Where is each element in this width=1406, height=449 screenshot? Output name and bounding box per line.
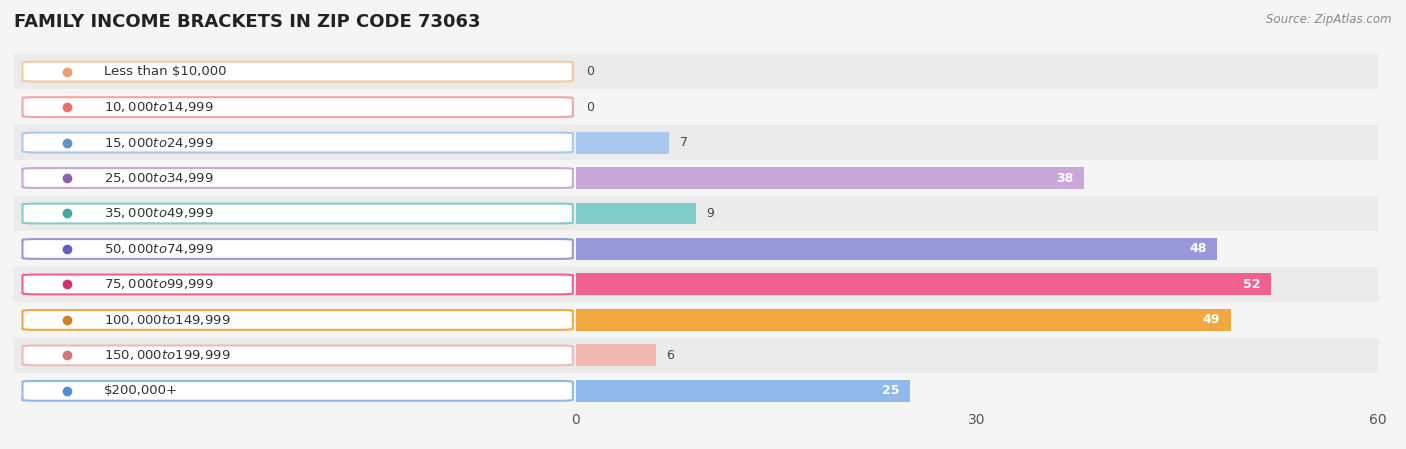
Text: 6: 6 [666, 349, 675, 362]
Bar [575, 344, 655, 366]
Text: 48: 48 [1189, 242, 1206, 255]
Text: Less than $10,000: Less than $10,000 [104, 65, 226, 78]
Bar [575, 338, 1378, 373]
Text: 49: 49 [1202, 313, 1220, 326]
FancyBboxPatch shape [22, 239, 572, 259]
Bar [575, 167, 1084, 189]
FancyBboxPatch shape [22, 274, 572, 295]
FancyBboxPatch shape [22, 132, 572, 153]
Text: Source: ZipAtlas.com: Source: ZipAtlas.com [1267, 13, 1392, 26]
Text: 0: 0 [586, 65, 595, 78]
Text: 38: 38 [1056, 172, 1073, 185]
Bar [14, 231, 575, 267]
Text: 25: 25 [882, 384, 900, 397]
Text: 52: 52 [1243, 278, 1260, 291]
Bar [575, 380, 910, 402]
Bar [575, 238, 1218, 260]
Bar [575, 231, 1378, 267]
Bar [14, 338, 575, 373]
Text: $25,000 to $34,999: $25,000 to $34,999 [104, 171, 214, 185]
Bar [575, 196, 1378, 231]
Bar [14, 302, 575, 338]
Text: 0: 0 [586, 101, 595, 114]
Bar [14, 160, 575, 196]
Text: $100,000 to $149,999: $100,000 to $149,999 [104, 313, 231, 327]
Text: $75,000 to $99,999: $75,000 to $99,999 [104, 277, 214, 291]
Bar [575, 125, 1378, 160]
Bar [575, 132, 669, 154]
FancyBboxPatch shape [22, 203, 572, 224]
FancyBboxPatch shape [22, 381, 572, 401]
Bar [575, 309, 1230, 331]
Bar [14, 196, 575, 231]
Text: $10,000 to $14,999: $10,000 to $14,999 [104, 100, 214, 114]
Bar [575, 202, 696, 224]
Text: $15,000 to $24,999: $15,000 to $24,999 [104, 136, 214, 150]
Bar [14, 373, 575, 409]
FancyBboxPatch shape [22, 310, 572, 330]
Bar [14, 54, 575, 89]
Text: $200,000+: $200,000+ [104, 384, 179, 397]
FancyBboxPatch shape [22, 62, 572, 82]
Bar [575, 267, 1378, 302]
FancyBboxPatch shape [22, 97, 572, 117]
Bar [575, 373, 1378, 409]
Text: FAMILY INCOME BRACKETS IN ZIP CODE 73063: FAMILY INCOME BRACKETS IN ZIP CODE 73063 [14, 13, 481, 31]
Bar [575, 89, 1378, 125]
Text: $150,000 to $199,999: $150,000 to $199,999 [104, 348, 231, 362]
FancyBboxPatch shape [22, 345, 572, 365]
Text: $50,000 to $74,999: $50,000 to $74,999 [104, 242, 214, 256]
Text: $35,000 to $49,999: $35,000 to $49,999 [104, 207, 214, 220]
Text: 7: 7 [681, 136, 688, 149]
Text: 9: 9 [707, 207, 714, 220]
Bar [575, 160, 1378, 196]
Bar [14, 89, 575, 125]
Bar [14, 267, 575, 302]
Bar [575, 273, 1271, 295]
FancyBboxPatch shape [22, 168, 572, 188]
Bar [575, 302, 1378, 338]
Bar [14, 125, 575, 160]
Bar [575, 54, 1378, 89]
